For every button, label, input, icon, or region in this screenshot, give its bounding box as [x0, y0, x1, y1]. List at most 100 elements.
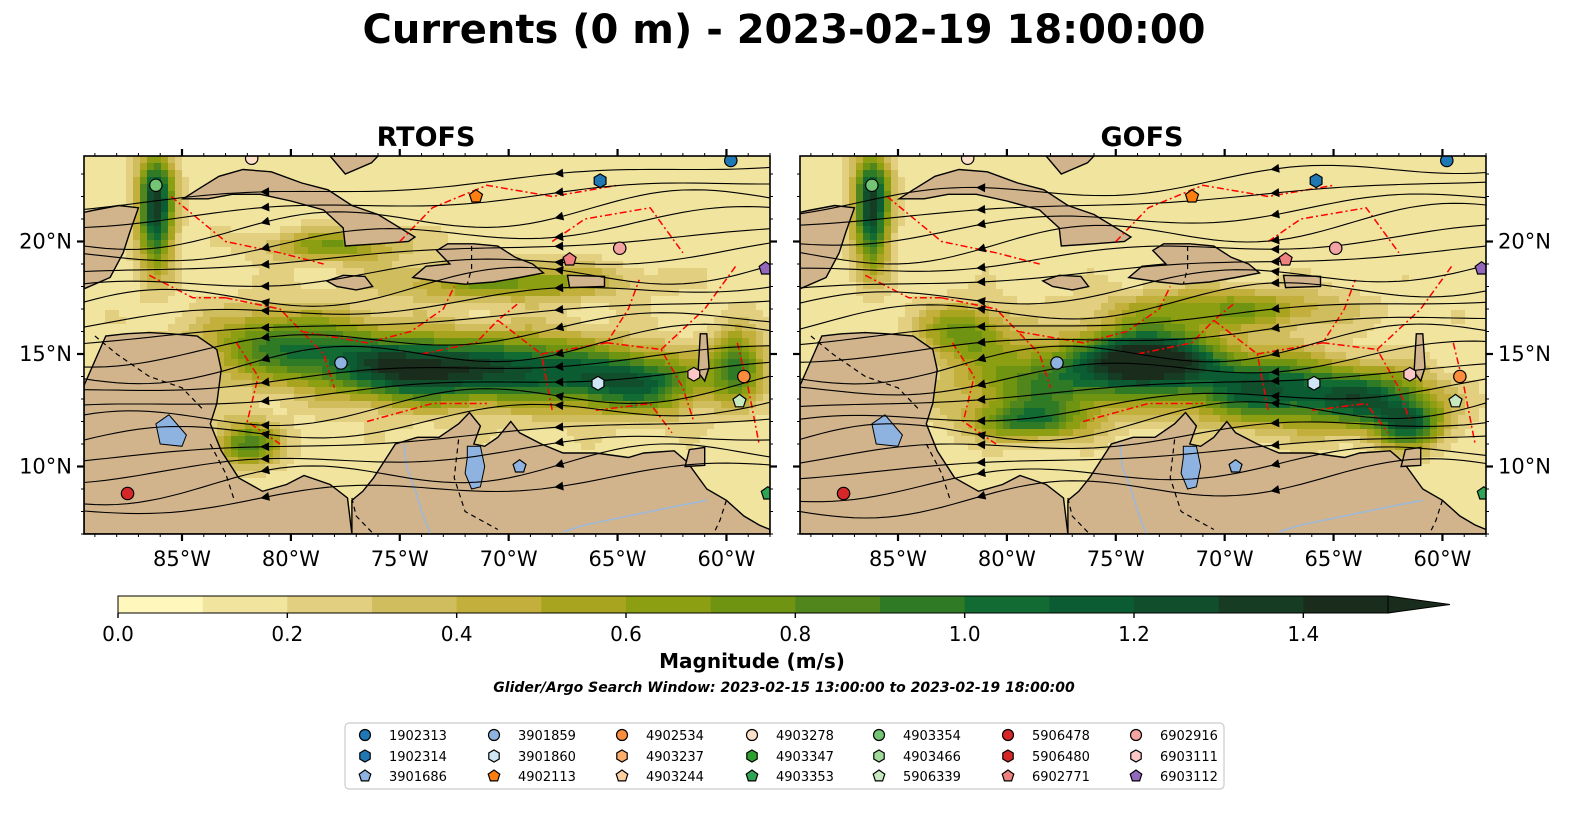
rtofs-land-puerto-rico — [566, 274, 606, 289]
gofs-streamline-arrow — [1270, 459, 1281, 468]
rtofs-streamlines — [84, 166, 770, 515]
gofs-eez-line — [951, 342, 997, 445]
gofs-xtick-label: 85°W — [869, 547, 927, 571]
rtofs-streamline-arrow — [260, 281, 270, 291]
rtofs-streamline — [84, 300, 770, 345]
colorbar-bin — [1049, 596, 1135, 613]
legend-marker-hexagon-icon — [616, 749, 628, 763]
rtofs-ytick-label: 20°N — [19, 230, 72, 254]
search-window-note: Glider/Argo Search Window: 2023-02-15 13… — [493, 680, 1075, 696]
legend-marker-circle-icon — [487, 728, 501, 742]
colorbar-bin — [1134, 596, 1220, 613]
rtofs-country-border — [94, 335, 205, 411]
gofs-streamline — [800, 446, 1486, 503]
legend-item-4902534: 4902534 — [615, 728, 704, 744]
gofs-xtick-label: 75°W — [1087, 547, 1145, 571]
rtofs-map-area — [84, 156, 770, 534]
legend-marker-circle-icon — [358, 728, 372, 742]
rtofs-streamline-arrow — [260, 420, 270, 430]
rtofs-streamline-arrow — [554, 187, 564, 197]
rtofs-streamline-arrow — [260, 259, 270, 269]
rtofs-land-hispaniola — [411, 243, 546, 285]
legend-item-6903111: 6903111 — [1130, 749, 1218, 765]
rtofs-river — [403, 443, 432, 534]
legend-marker-circle-icon — [1001, 728, 1015, 742]
legend-item-4902113: 4902113 — [487, 769, 576, 785]
colorbar-label: Magnitude (m/s) — [659, 649, 845, 673]
legend-label: 6902771 — [1032, 770, 1090, 785]
legend-label: 5906478 — [1032, 729, 1090, 744]
legend-item-3901686: 3901686 — [358, 769, 447, 785]
gofs-streamline-arrow — [1270, 399, 1280, 409]
rtofs-axis-ticks: 85°W 80°W 75°W 70°W 65°W 60°W 10°N 15°N 20°N — [19, 149, 777, 571]
legend-marker-circle-icon — [872, 728, 886, 742]
gofs-eez-line — [941, 297, 1052, 389]
gofs-streamline-arrow — [1270, 391, 1280, 401]
rtofs-streamline-arrow — [260, 396, 270, 406]
rtofs-float-4903353 — [760, 485, 770, 500]
gofs-land-hispaniola — [1127, 243, 1262, 285]
legend-item-3901860: 3901860 — [488, 749, 576, 765]
rtofs-streamline — [84, 345, 770, 391]
rtofs-streamline — [84, 443, 770, 506]
legend-label: 3901859 — [518, 729, 576, 744]
rtofs-xtick-label: 60°W — [697, 547, 755, 571]
rtofs-streamline — [84, 166, 770, 210]
gofs-streamline — [800, 378, 1486, 422]
gofs-eez-line — [1115, 184, 1334, 243]
colorbar-bin — [795, 596, 881, 613]
colorbar-bin — [202, 596, 288, 613]
colorbar-bin — [287, 596, 373, 613]
rtofs-eez-line — [551, 206, 684, 254]
rtofs-streamline-arrow — [554, 362, 564, 371]
legend-label: 5906339 — [903, 770, 961, 785]
legend-label: 6903111 — [1160, 750, 1218, 765]
rtofs-eez-line — [595, 402, 673, 434]
rtofs-eez-line — [606, 342, 695, 422]
legend-label: 6903112 — [1160, 770, 1218, 785]
legend-marker-pentagon-icon — [745, 769, 759, 782]
rtofs-eez-line — [736, 342, 760, 445]
gofs-streamline-arrow — [1270, 163, 1280, 173]
gofs-eez-line — [1452, 342, 1476, 445]
gofs-argo-floats — [836, 156, 1486, 501]
rtofs-streamline-arrow — [554, 211, 565, 221]
rtofs-land-trinidad — [684, 446, 706, 468]
rtofs-streamline-arrow — [260, 442, 270, 452]
legend-item-4903347: 4903347 — [746, 749, 834, 765]
rtofs-land-south-america — [351, 411, 770, 534]
gofs-streamline — [800, 316, 1486, 363]
rtofs-xtick-label: 80°W — [262, 547, 320, 571]
rtofs-streamline — [84, 323, 770, 385]
gofs-streamline-arrow — [1270, 323, 1280, 333]
gofs-streamline-arrow — [976, 277, 986, 287]
gofs-streamline-arrow — [976, 297, 986, 306]
colorbar-bin — [1303, 596, 1389, 613]
rtofs-streamline-arrow — [260, 353, 271, 363]
legend-item-5906478: 5906478 — [1001, 728, 1090, 744]
legend-label: 3901686 — [389, 770, 447, 785]
gofs-streamline — [800, 421, 1486, 464]
gofs-eez-line — [1257, 279, 1357, 355]
gofs-streamline-arrow — [1270, 418, 1280, 428]
gofs-streamline — [800, 181, 1486, 226]
gofs-streamlines — [800, 163, 1486, 519]
rtofs-float-1902313 — [724, 156, 738, 168]
gofs-streamline — [800, 282, 1486, 330]
legend-label: 4903466 — [903, 750, 961, 765]
rtofs-streamline — [84, 265, 770, 307]
colorbar-tick-label: 1.4 — [1287, 622, 1319, 646]
rtofs-float-4903278 — [244, 156, 259, 166]
gofs-streamline-arrow — [976, 322, 986, 331]
rtofs-streamline-arrow — [554, 422, 564, 432]
rtofs-streamline-arrow — [260, 202, 270, 212]
colorbar: 0.0 0.2 0.4 0.6 0.8 1.0 1.2 1.4 — [102, 595, 1451, 646]
gofs-streamline-arrow — [976, 204, 986, 214]
rtofs-streamline-arrow — [260, 332, 270, 342]
legend-marker-hexagon-icon — [359, 749, 371, 763]
rtofs-streamline-arrow — [260, 492, 270, 501]
rtofs-streamline — [84, 375, 770, 427]
figure-title: Currents (0 m) - 2023-02-19 18:00:00 — [363, 7, 1206, 53]
legend: 1902313 1902314 3901686 3901859 3901860 49021… — [358, 728, 1218, 785]
gofs-streamline-arrow — [1270, 188, 1280, 198]
